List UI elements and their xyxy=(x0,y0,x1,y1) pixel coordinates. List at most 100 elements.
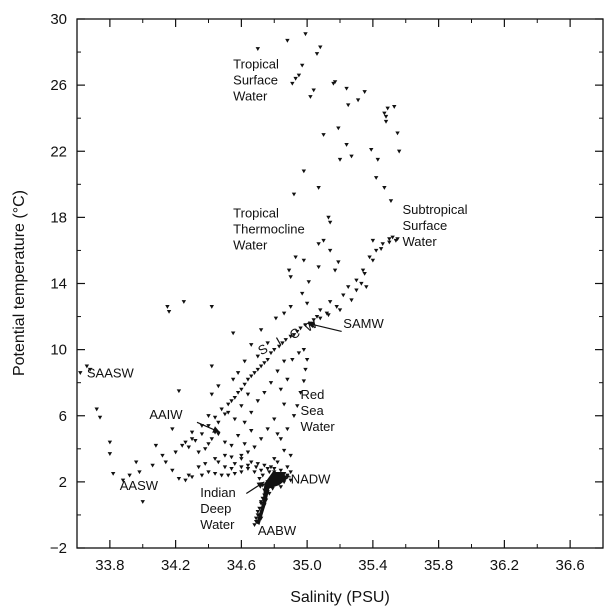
data-point xyxy=(226,473,231,478)
data-point xyxy=(321,238,326,243)
data-points xyxy=(78,32,402,528)
data-point xyxy=(166,310,172,314)
data-point xyxy=(212,472,218,476)
water-mass-label-line: Tropical xyxy=(233,205,279,220)
data-point xyxy=(295,404,300,409)
data-point xyxy=(367,255,372,260)
data-point xyxy=(304,357,310,362)
data-point xyxy=(275,369,280,374)
data-point xyxy=(311,318,316,323)
data-point xyxy=(249,429,254,433)
water-mass-label: W xyxy=(302,316,321,335)
data-point xyxy=(299,63,305,68)
water-mass-label: AAIW xyxy=(149,407,183,422)
data-point xyxy=(245,450,251,455)
data-point xyxy=(291,333,297,337)
x-tick-label: 35.8 xyxy=(424,557,453,574)
data-point xyxy=(252,470,257,475)
data-point xyxy=(268,381,274,385)
data-point xyxy=(203,462,208,466)
data-point xyxy=(226,410,231,415)
data-point xyxy=(260,473,265,478)
data-point xyxy=(364,285,369,290)
data-point xyxy=(301,348,307,352)
data-point xyxy=(209,364,214,369)
data-point xyxy=(232,462,237,466)
data-point xyxy=(239,453,244,458)
data-point xyxy=(252,371,257,375)
data-point xyxy=(268,465,274,470)
data-point xyxy=(216,460,221,465)
data-point xyxy=(301,169,307,174)
water-mass-label: Tropical Thermocline Water xyxy=(233,205,305,252)
data-point xyxy=(216,420,221,425)
data-point xyxy=(255,399,261,404)
data-point xyxy=(137,470,142,475)
data-point xyxy=(298,326,303,331)
data-point xyxy=(229,399,234,404)
data-point xyxy=(183,440,188,445)
data-point xyxy=(318,45,323,50)
data-point xyxy=(186,445,191,450)
data-point xyxy=(281,311,287,316)
data-point xyxy=(212,415,218,420)
axis-ticks xyxy=(76,18,604,549)
data-point xyxy=(267,470,272,475)
x-tick-label: 36.6 xyxy=(556,557,585,574)
data-point xyxy=(288,334,293,339)
data-point xyxy=(332,80,338,85)
data-point xyxy=(316,186,321,190)
annotation-arrow-head xyxy=(256,481,265,489)
data-point xyxy=(349,154,354,159)
y-tick-label: 26 xyxy=(50,77,67,94)
data-point xyxy=(288,470,293,475)
data-point xyxy=(378,247,384,251)
data-point xyxy=(84,364,90,369)
data-point xyxy=(332,268,338,273)
data-point xyxy=(216,384,221,389)
data-point xyxy=(258,328,264,332)
data-point xyxy=(276,344,282,349)
data-point xyxy=(258,437,264,442)
data-point xyxy=(281,402,287,407)
data-point xyxy=(285,377,290,382)
data-point xyxy=(327,300,333,304)
data-point xyxy=(253,465,259,470)
data-point xyxy=(239,404,244,409)
data-point xyxy=(235,391,241,395)
data-point xyxy=(370,238,376,243)
data-point xyxy=(216,432,221,437)
data-point xyxy=(337,157,343,162)
data-point xyxy=(311,88,316,93)
data-point xyxy=(255,510,261,514)
data-point xyxy=(176,476,182,481)
data-point xyxy=(375,157,381,162)
data-point xyxy=(258,501,264,506)
data-point xyxy=(160,453,165,458)
annotation-arrow-head xyxy=(212,426,221,433)
data-point xyxy=(189,437,195,442)
data-point xyxy=(296,351,302,356)
data-point xyxy=(327,248,333,253)
data-point xyxy=(390,235,395,240)
deep-water-cluster xyxy=(256,471,288,525)
data-point xyxy=(373,176,379,180)
data-point xyxy=(283,338,288,342)
water-mass-label-line: Indian xyxy=(200,485,235,500)
data-point xyxy=(395,131,400,136)
data-point xyxy=(354,278,359,283)
water-mass-label-line: Surface xyxy=(233,73,278,88)
data-point xyxy=(110,472,116,476)
data-point xyxy=(173,450,178,455)
data-point xyxy=(265,467,270,471)
data-point xyxy=(285,473,290,478)
y-tick-label: 2 xyxy=(59,474,67,491)
data-point xyxy=(344,143,349,147)
water-mass-label-line: Water xyxy=(233,237,268,252)
water-mass-label-line: Subtropical xyxy=(402,202,467,217)
y-tick-label: 6 xyxy=(59,408,67,425)
data-point xyxy=(280,341,285,346)
data-point xyxy=(293,255,298,260)
data-point xyxy=(230,331,236,336)
